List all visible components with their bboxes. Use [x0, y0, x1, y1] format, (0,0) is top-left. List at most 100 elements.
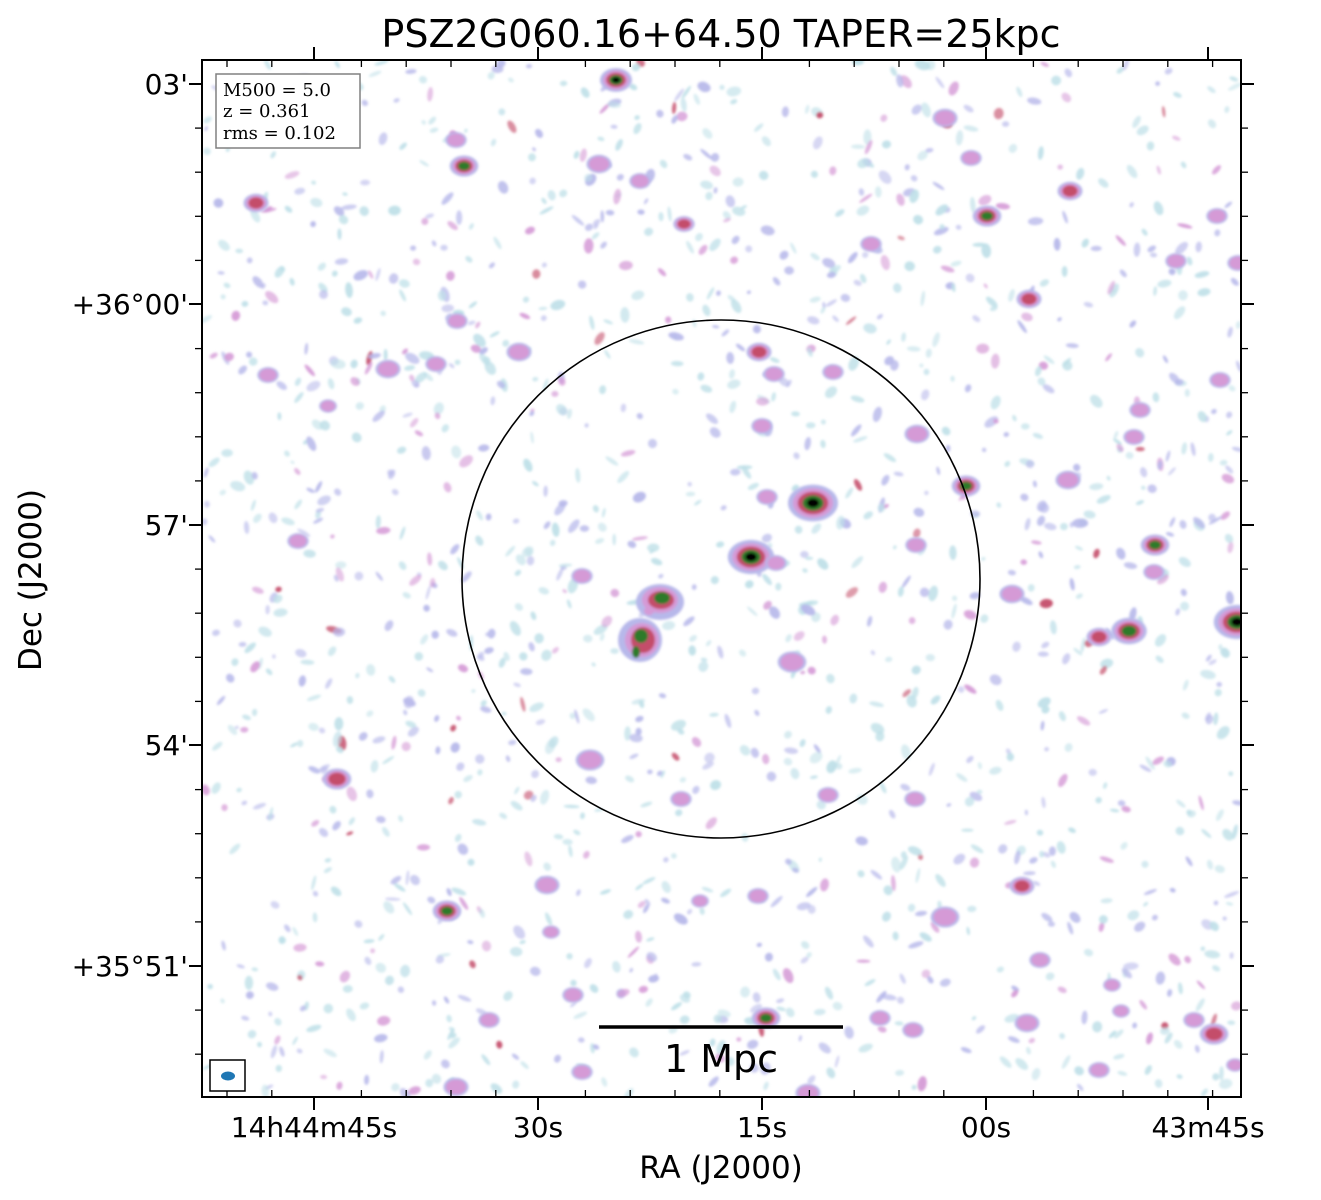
noise-blob: [272, 654, 276, 659]
noise-blob: [332, 731, 342, 747]
noise-blob: [885, 656, 893, 663]
noise-blob: [901, 575, 911, 588]
noise-blob: [1008, 1036, 1020, 1043]
noise-blob: [241, 800, 248, 806]
noise-blob: [402, 902, 413, 916]
noise-blob: [907, 846, 923, 856]
noise-blob: [1095, 797, 1102, 804]
noise-blob: [851, 556, 864, 569]
source-contour: [320, 400, 336, 412]
noise-blob: [1162, 355, 1169, 364]
noise-blob: [949, 545, 957, 560]
noise-blob: [758, 170, 769, 180]
noise-blob: [631, 63, 641, 72]
noise-blob: [644, 227, 654, 236]
noise-blob: [556, 567, 564, 581]
noise-blob: [284, 205, 293, 213]
noise-blob: [490, 138, 497, 147]
noise-blob: [543, 862, 552, 871]
noise-blob: [1224, 106, 1230, 114]
noise-blob: [1219, 1078, 1233, 1090]
noise-blob: [224, 352, 234, 362]
noise-blob: [359, 1002, 370, 1010]
noise-blob: [939, 224, 945, 230]
noise-blob: [900, 75, 912, 89]
noise-blob: [1076, 167, 1085, 180]
noise-blob: [1175, 608, 1181, 616]
noise-blob: [315, 507, 325, 513]
noise-blob: [876, 990, 887, 1003]
source-contour: [767, 556, 785, 570]
noise-blob: [475, 321, 481, 329]
noise-blob: [576, 889, 581, 897]
noise-blob: [637, 209, 645, 215]
noise-blob: [935, 874, 946, 887]
source-contour: [1113, 1005, 1129, 1017]
noise-blob: [818, 857, 822, 862]
noise-blob: [800, 604, 816, 616]
noise-blob: [1180, 588, 1187, 597]
noise-blob: [409, 574, 422, 586]
noise-blob: [901, 332, 907, 342]
noise-blob: [1207, 453, 1214, 462]
noise-blob: [599, 889, 611, 895]
noise-blob: [510, 800, 523, 811]
noise-blob: [425, 585, 431, 600]
noise-blob: [886, 339, 891, 345]
noise-blob: [1207, 86, 1216, 94]
source-contour: [377, 361, 399, 377]
noise-blob: [450, 544, 460, 555]
noise-blob: [1144, 1065, 1152, 1075]
noise-blob: [709, 712, 719, 717]
noise-blob: [1117, 800, 1126, 807]
noise-blob: [657, 268, 667, 277]
noise-blob: [816, 111, 824, 119]
source-contour: [934, 110, 956, 126]
noise-blob: [246, 351, 253, 358]
noise-blob: [1044, 522, 1057, 531]
noise-blob: [1061, 92, 1072, 103]
source-contour: [1021, 293, 1037, 305]
noise-blob: [1135, 500, 1145, 506]
noise-blob: [477, 769, 483, 776]
noise-blob: [545, 912, 553, 926]
noise-blob: [238, 641, 247, 647]
noise-blob: [554, 502, 566, 516]
noise-blob: [805, 600, 819, 606]
noise-blob: [747, 482, 759, 490]
noise-blob: [1212, 965, 1221, 972]
noise-blob: [437, 290, 447, 301]
noise-blob: [746, 290, 751, 295]
noise-blob: [1195, 241, 1202, 253]
noise-blob: [331, 270, 338, 277]
noise-blob: [490, 396, 496, 406]
noise-blob: [925, 147, 934, 153]
noise-blob: [306, 487, 315, 493]
noise-blob: [1172, 135, 1181, 141]
noise-blob: [519, 312, 531, 320]
noise-blob: [660, 770, 666, 779]
noise-blob: [792, 867, 799, 873]
noise-blob: [364, 1074, 370, 1085]
noise-blob: [306, 436, 317, 452]
noise-blob: [848, 356, 860, 371]
noise-blob: [762, 573, 772, 586]
noise-blob: [932, 181, 945, 190]
noise-blob: [1143, 889, 1157, 895]
noise-blob: [229, 843, 241, 855]
noise-blob: [621, 835, 634, 843]
noise-blob: [450, 742, 460, 753]
noise-blob: [457, 664, 469, 673]
noise-blob: [248, 357, 258, 366]
noise-blob: [416, 844, 431, 851]
noise-blob: [1076, 716, 1091, 726]
noise-blob: [325, 678, 333, 689]
noise-blob: [727, 379, 741, 389]
noise-blob: [620, 403, 627, 413]
noise-blob: [725, 195, 736, 208]
radio-source: [1226, 1058, 1241, 1072]
noise-blob: [1042, 852, 1051, 858]
radio-sources-layer: [243, 68, 1241, 1097]
radio-source: [1029, 952, 1051, 968]
